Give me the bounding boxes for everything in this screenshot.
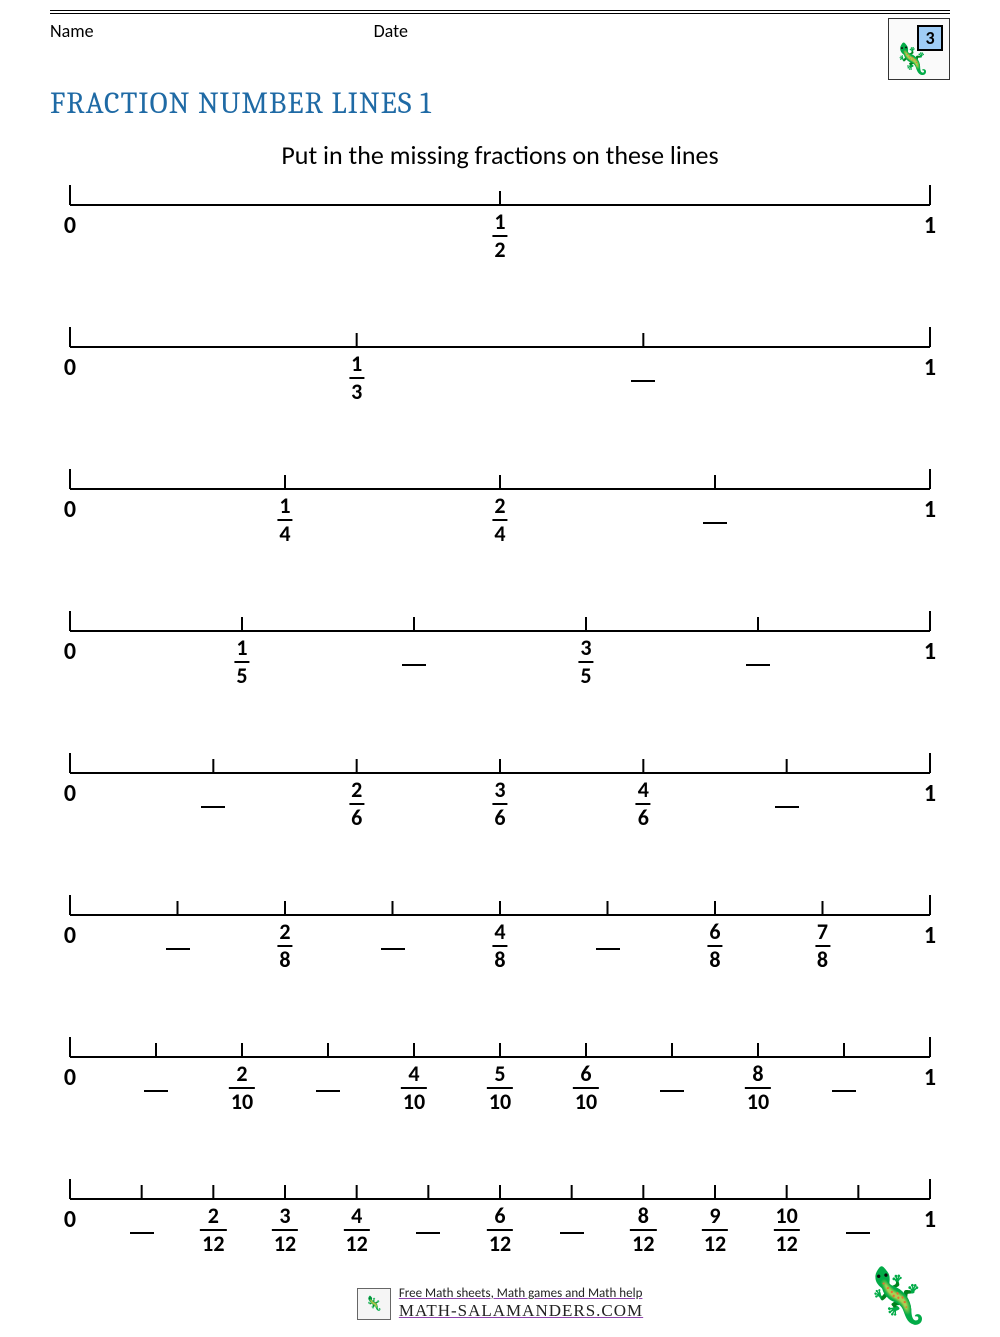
- endpoint-label: 1: [924, 495, 936, 524]
- number-line: 0 12 1: [60, 181, 940, 261]
- name-label: Name: [50, 20, 94, 42]
- footer-inner: 🦎 Free Math sheets, Math games and Math …: [357, 1286, 643, 1321]
- number-line-svg: [60, 1033, 940, 1059]
- blank-label: [560, 1205, 584, 1232]
- grade-number: 3: [917, 25, 943, 51]
- blank-label: [416, 1205, 440, 1232]
- endpoint-label: 1: [924, 1205, 936, 1234]
- fraction-label: 210: [229, 1063, 255, 1115]
- fraction-label: 48: [492, 921, 507, 973]
- instruction-text: Put in the missing fractions on these li…: [50, 139, 950, 171]
- grade-badge: 🦎 3: [888, 18, 950, 80]
- endpoint-label: 0: [64, 779, 76, 808]
- fraction-label: 35: [578, 637, 593, 689]
- footer-salamander-icon: 🦎: [863, 1269, 930, 1323]
- endpoint-label: 1: [924, 211, 936, 240]
- labels-row: 0 14 24 1: [60, 495, 940, 545]
- blank-label: [144, 1063, 168, 1090]
- fraction-label: 68: [707, 921, 722, 973]
- fraction-label: 212: [200, 1205, 226, 1257]
- labels-row: 0 212 312 412 612 812 912 1012 1: [60, 1205, 940, 1255]
- endpoint-label: 0: [64, 1205, 76, 1234]
- fraction-label: 612: [487, 1205, 513, 1257]
- fraction-label: 812: [630, 1205, 656, 1257]
- top-rule: [50, 10, 950, 14]
- fraction-label: 26: [349, 779, 364, 831]
- number-line: 0 210 410 510 610 810 1: [60, 1033, 940, 1113]
- footer: 🦎 Free Math sheets, Math games and Math …: [0, 1286, 1000, 1321]
- fraction-label: 14: [277, 495, 292, 547]
- number-line-svg: [60, 891, 940, 917]
- number-line: 0 26 36 46 1: [60, 749, 940, 829]
- endpoint-label: 0: [64, 1063, 76, 1092]
- labels-row: 0 13 1: [60, 353, 940, 403]
- endpoint-label: 1: [924, 353, 936, 382]
- blank-label: [775, 779, 799, 806]
- footer-line2: MATH-SALAMANDERS.COM: [399, 1301, 643, 1321]
- endpoint-label: 0: [64, 495, 76, 524]
- blank-label: [596, 921, 620, 948]
- number-line: 0 15 35 1: [60, 607, 940, 687]
- fraction-label: 15: [234, 637, 249, 689]
- worksheet-page: Name Date 🦎 3 FRACTION NUMBER LINES 1 Pu…: [0, 0, 1000, 1337]
- number-line: 0 212 312 412 612 812 912 1012 1: [60, 1175, 940, 1255]
- fraction-label: 36: [492, 779, 507, 831]
- blank-label: [381, 921, 405, 948]
- blank-label: [631, 353, 655, 380]
- blank-label: [130, 1205, 154, 1232]
- blank-label: [402, 637, 426, 664]
- number-line-svg: [60, 749, 940, 775]
- number-line: 0 14 24 1: [60, 465, 940, 545]
- fraction-label: 610: [573, 1063, 599, 1115]
- endpoint-label: 0: [64, 637, 76, 666]
- endpoint-label: 1: [924, 1063, 936, 1092]
- fraction-label: 12: [492, 211, 507, 263]
- blank-label: [316, 1063, 340, 1090]
- number-line: 0 28 48 68 78 1: [60, 891, 940, 971]
- number-line-svg: [60, 323, 940, 349]
- fraction-label: 912: [702, 1205, 728, 1257]
- header-left: Name Date: [50, 20, 408, 42]
- number-line-svg: [60, 607, 940, 633]
- blank-label: [703, 495, 727, 522]
- number-lines-area: 0121013101424101535102636461028486878102…: [60, 181, 940, 1255]
- fraction-label: 24: [492, 495, 507, 547]
- blank-label: [201, 779, 225, 806]
- fraction-label: 13: [349, 353, 364, 405]
- endpoint-label: 1: [924, 637, 936, 666]
- fraction-label: 1012: [774, 1205, 800, 1257]
- blank-label: [166, 921, 190, 948]
- labels-row: 0 28 48 68 78 1: [60, 921, 940, 971]
- number-line: 0 13 1: [60, 323, 940, 403]
- fraction-label: 46: [636, 779, 651, 831]
- header-row: Name Date 🦎 3: [50, 20, 950, 80]
- blank-label: [832, 1063, 856, 1090]
- fraction-label: 78: [815, 921, 830, 973]
- blank-label: [660, 1063, 684, 1090]
- footer-logo-icon: 🦎: [357, 1288, 391, 1320]
- endpoint-label: 1: [924, 921, 936, 950]
- fraction-label: 28: [277, 921, 292, 973]
- labels-row: 0 210 410 510 610 810 1: [60, 1063, 940, 1113]
- labels-row: 0 12 1: [60, 211, 940, 261]
- endpoint-label: 0: [64, 353, 76, 382]
- number-line-svg: [60, 1175, 940, 1201]
- page-title: FRACTION NUMBER LINES 1: [50, 86, 950, 121]
- labels-row: 0 26 36 46 1: [60, 779, 940, 829]
- date-label: Date: [374, 20, 408, 42]
- blank-label: [746, 637, 770, 664]
- fraction-label: 312: [272, 1205, 298, 1257]
- endpoint-label: 0: [64, 211, 76, 240]
- fraction-label: 810: [745, 1063, 771, 1115]
- fraction-label: 410: [401, 1063, 427, 1115]
- fraction-label: 412: [344, 1205, 370, 1257]
- endpoint-label: 1: [924, 779, 936, 808]
- number-line-svg: [60, 181, 940, 207]
- labels-row: 0 15 35 1: [60, 637, 940, 687]
- fraction-label: 510: [487, 1063, 513, 1115]
- number-line-svg: [60, 465, 940, 491]
- footer-text: Free Math sheets, Math games and Math he…: [399, 1286, 643, 1321]
- blank-label: [846, 1205, 870, 1232]
- endpoint-label: 0: [64, 921, 76, 950]
